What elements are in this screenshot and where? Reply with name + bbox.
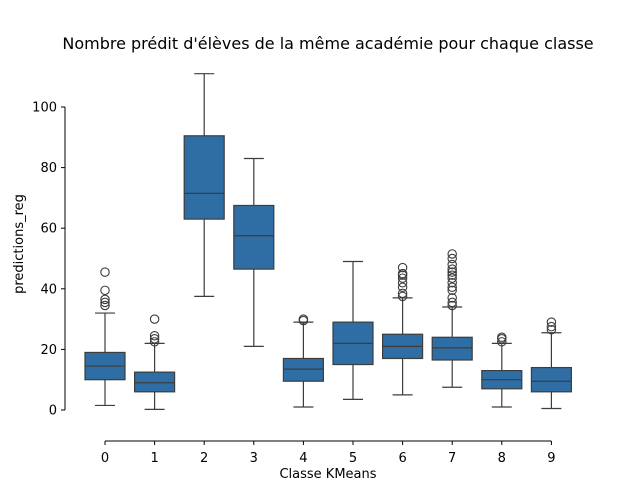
y-axis-label: predictions_reg [12,194,27,294]
outlier-point [149,314,160,324]
outlier-point [149,331,160,341]
box-group-5 [332,260,374,400]
box-iqr [282,357,324,382]
outlier-point [447,267,457,277]
y-tick-label: 60 [40,222,57,237]
outlier-point [100,285,110,296]
outlier-point [447,249,457,259]
outlier-point [497,332,507,343]
box-group-7 [431,249,473,388]
outlier-point [397,262,408,273]
outlier-point [100,267,110,277]
x-tick-label: 3 [250,451,258,466]
x-tick-label: 7 [448,451,456,466]
outlier-point [447,264,457,274]
outlier-point [546,317,557,327]
outlier-point [298,314,309,324]
y-tick-label: 80 [40,161,57,176]
outlier-point [546,324,557,335]
outlier-point [447,300,457,311]
y-axis: 0 20 40 60 80 100 [32,101,66,419]
box-iqr [183,135,225,220]
outlier-point [447,285,457,296]
outlier-point [447,282,457,293]
outlier-point [149,337,160,347]
box-group-0 [84,267,126,407]
box-group-3 [233,157,275,347]
outlier-point [397,282,408,293]
box-iqr [233,204,275,270]
outlier-point [397,277,408,288]
outlier-point [397,268,408,279]
outlier-point [100,300,110,311]
x-tick-label: 9 [547,451,555,466]
outlier-point [447,259,457,270]
box-iqr [134,371,176,393]
x-tick-label: 8 [498,451,506,466]
outlier-point [100,294,110,305]
outlier-point [497,337,507,347]
y-tick-label: 40 [40,282,57,297]
x-axis: 0 1 2 3 4 5 6 7 8 9 [101,440,556,466]
outlier-point [100,297,110,308]
x-tick-label: 1 [150,451,158,466]
box-group-6 [382,262,424,396]
outlier-point [149,334,160,344]
x-tick-label: 0 [101,451,109,466]
x-tick-label: 6 [398,451,406,466]
box-iqr [530,366,573,393]
x-tick-label: 5 [349,451,357,466]
x-tick-label: 4 [299,451,307,466]
box-group-4 [282,314,324,408]
outlier-point [546,321,557,332]
box-iqr [431,336,473,361]
box-group-2 [183,73,225,297]
outlier-point [447,273,457,283]
outlier-point [397,288,408,299]
y-tick-label: 100 [32,101,57,116]
outlier-point [397,273,408,283]
chart-title: Nombre prédit d'élèves de la même académ… [62,34,593,53]
x-axis-label: Classe KMeans [279,467,376,480]
boxes-group [84,73,573,410]
y-tick-label: 20 [40,343,57,358]
outlier-point [447,297,457,308]
box-group-9 [530,317,573,410]
x-tick-label: 2 [200,451,208,466]
y-tick-label: 0 [49,404,57,419]
outlier-point [397,291,408,302]
outlier-point [447,253,457,264]
box-group-1 [134,314,176,410]
outlier-point [447,293,457,303]
box-group-8 [481,332,523,408]
outlier-point [447,270,457,280]
outlier-point [447,277,457,288]
